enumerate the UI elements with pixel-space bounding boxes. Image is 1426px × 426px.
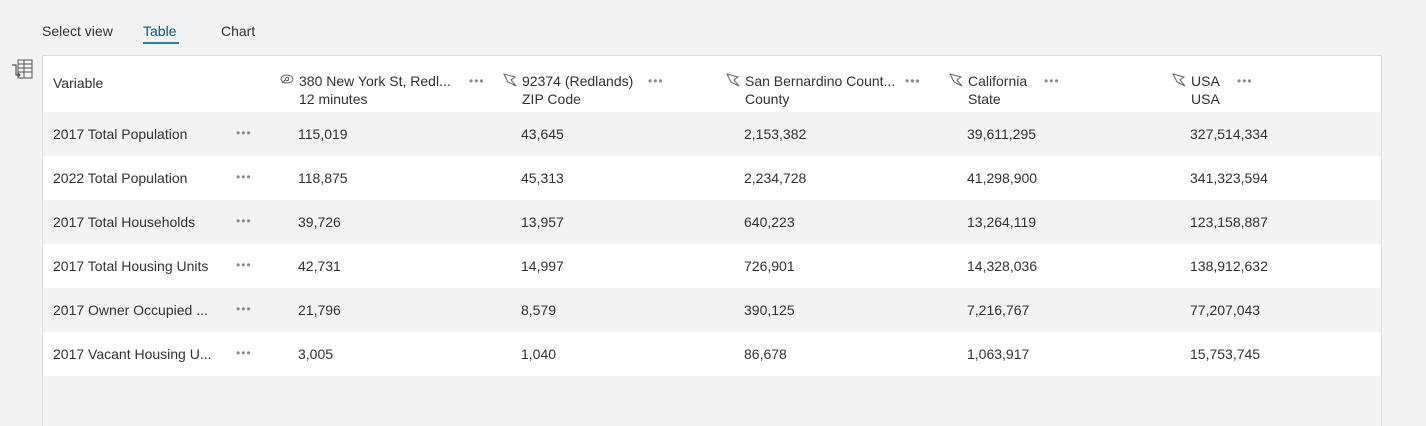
table-cell: 1,040 — [521, 346, 557, 362]
table-row: 2017 Owner Occupied ... ••• 21,796 8,579 390… — [43, 288, 1381, 332]
row-more-options-icon[interactable]: ••• — [236, 126, 252, 140]
view-tabs: Select view Table Chart — [42, 22, 281, 46]
row-variable-label: 2017 Total Households — [53, 214, 196, 230]
drive-time-icon — [279, 72, 295, 88]
row-more-options-icon[interactable]: ••• — [236, 214, 252, 228]
column-title: USA — [1191, 73, 1220, 89]
column-title: 92374 (Redlands) — [522, 73, 634, 89]
table-cell: 13,264,119 — [967, 214, 1037, 230]
table-cell: 14,328,036 — [967, 258, 1038, 274]
polygon-area-icon — [502, 72, 518, 88]
table-cell: 41,298,900 — [967, 170, 1038, 186]
table-cell: 115,019 — [298, 126, 348, 142]
tab-chart[interactable]: Chart — [221, 23, 256, 39]
column-more-options-icon[interactable]: ••• — [1044, 74, 1060, 88]
table-cell: 77,207,043 — [1190, 302, 1261, 318]
table-cell: 1,063,917 — [967, 346, 1030, 362]
column-subtitle: County — [745, 91, 790, 107]
table-cell: 123,158,887 — [1190, 214, 1268, 230]
column-more-options-icon[interactable]: ••• — [648, 74, 664, 88]
column-more-options-icon[interactable]: ••• — [905, 74, 921, 88]
tab-table[interactable]: Table — [143, 22, 221, 46]
column-header-2: 92374 (Redlands) ZIP Code ••• — [502, 72, 722, 112]
column-title: San Bernardino Count... — [745, 73, 896, 89]
table-cell: 2,234,728 — [744, 170, 807, 186]
row-variable-label: 2017 Vacant Housing U... — [53, 346, 212, 362]
polygon-area-icon — [948, 72, 964, 88]
column-header-4: California State ••• — [948, 72, 1168, 112]
table-cell: 118,875 — [298, 170, 348, 186]
row-more-options-icon[interactable]: ••• — [236, 302, 252, 316]
table-row: 2017 Vacant Housing U... ••• 3,005 1,040 86,… — [43, 332, 1381, 376]
table-cell: 390,125 — [744, 302, 795, 318]
table-cell: 8,579 — [521, 302, 557, 318]
table-cell: 39,611,295 — [967, 126, 1037, 142]
table-cell: 341,323,594 — [1190, 170, 1268, 186]
row-variable-label: 2017 Total Housing Units — [53, 258, 209, 274]
table-cell: 45,313 — [521, 170, 564, 186]
tab-select-view[interactable]: Select view — [42, 23, 113, 39]
polygon-area-icon — [725, 72, 741, 88]
column-subtitle: ZIP Code — [522, 91, 581, 107]
polygon-area-icon — [1171, 72, 1187, 88]
row-more-options-icon[interactable]: ••• — [236, 346, 252, 360]
column-title: California — [968, 73, 1028, 89]
table-cell: 13,957 — [521, 214, 564, 230]
data-table: Variable 380 New York St, Redl... 12 minu… — [43, 56, 1381, 376]
column-subtitle: USA — [1191, 91, 1220, 107]
column-more-options-icon[interactable]: ••• — [1237, 74, 1253, 88]
table-cell: 7,216,767 — [967, 302, 1030, 318]
table-header-row: Variable 380 New York St, Redl... 12 minu… — [43, 56, 1381, 112]
table-cell: 2,153,382 — [744, 126, 807, 142]
table-cell: 15,753,745 — [1190, 346, 1261, 362]
row-variable-label: 2017 Owner Occupied ... — [53, 302, 208, 318]
table-cell: 21,796 — [298, 302, 341, 318]
column-subtitle: State — [968, 91, 1001, 107]
table-cell: 327,514,334 — [1190, 126, 1268, 142]
table-row: 2017 Total Households ••• 39,726 13,957 640,… — [43, 200, 1381, 244]
table-settings-icon[interactable] — [11, 59, 33, 81]
column-more-options-icon[interactable]: ••• — [469, 74, 485, 88]
table-cell: 14,997 — [521, 258, 564, 274]
column-header-1: 380 New York St, Redl... 12 minutes ••• — [279, 72, 499, 112]
column-header-3: San Bernardino Count... County ••• — [725, 72, 945, 112]
table-cell: 42,731 — [298, 258, 341, 274]
column-header-5: USA USA ••• — [1171, 72, 1391, 112]
row-more-options-icon[interactable]: ••• — [236, 258, 252, 272]
column-title: 380 New York St, Redl... — [299, 73, 451, 89]
table-cell: 43,645 — [521, 126, 564, 142]
table-row: 2017 Total Population ••• 115,019 43,645 2,1… — [43, 112, 1381, 156]
table-cell: 86,678 — [744, 346, 787, 362]
row-variable-label: 2022 Total Population — [53, 170, 188, 186]
table-row: 2017 Total Housing Units ••• 42,731 14,997 7… — [43, 244, 1381, 288]
column-subtitle: 12 minutes — [299, 91, 368, 107]
variable-column-header: Variable — [53, 75, 104, 91]
row-variable-label: 2017 Total Population — [53, 126, 188, 142]
table-cell: 726,901 — [744, 258, 795, 274]
table-row: 2022 Total Population ••• 118,875 45,313 2,2… — [43, 156, 1381, 200]
data-panel: Variable 380 New York St, Redl... 12 minu… — [42, 55, 1382, 426]
table-cell: 39,726 — [298, 214, 341, 230]
table-cell: 640,223 — [744, 214, 795, 230]
table-cell: 138,912,632 — [1190, 258, 1268, 274]
table-cell: 3,005 — [298, 346, 334, 362]
row-more-options-icon[interactable]: ••• — [236, 170, 252, 184]
